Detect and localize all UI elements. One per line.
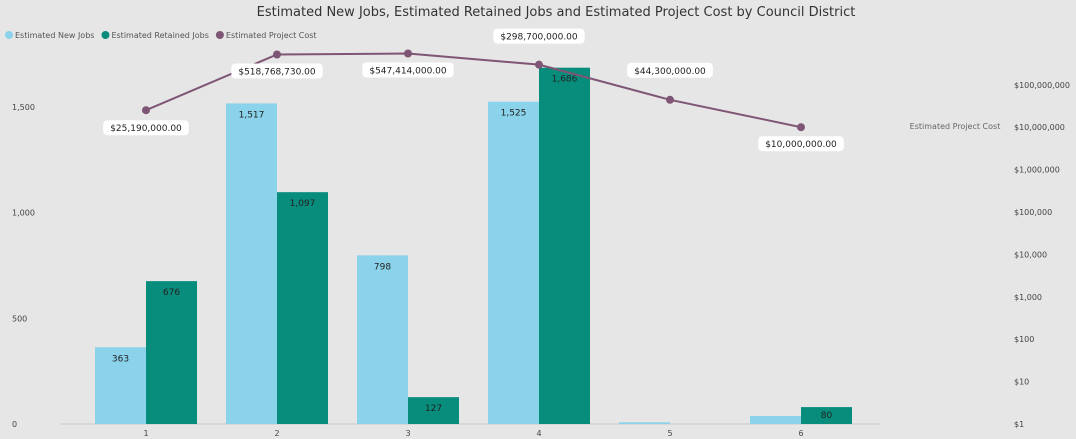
cost-point-4[interactable] bbox=[535, 60, 543, 69]
right-tick-label: $1,000,000 bbox=[1014, 166, 1060, 175]
chart-title: Estimated New Jobs, Estimated Retained J… bbox=[257, 5, 856, 20]
right-tick-label: $10 bbox=[1014, 378, 1029, 387]
right-tick-label: $100,000 bbox=[1014, 208, 1052, 217]
left-tick-label: 1,500 bbox=[12, 103, 35, 112]
right-tick-label: $10,000,000 bbox=[1014, 123, 1065, 132]
left-tick-label: 1,000 bbox=[12, 209, 35, 218]
right-axis-title: Estimated Project Cost bbox=[910, 122, 1001, 131]
x-tick-label: 2 bbox=[274, 429, 279, 438]
bar-value-label: 1,097 bbox=[290, 199, 316, 209]
cost-label-2: $518,768,730.00 bbox=[231, 63, 323, 79]
bar-value-label: 1,525 bbox=[501, 109, 527, 119]
bar-value-label: 1,517 bbox=[239, 110, 265, 120]
cost-label-text: $298,700,000.00 bbox=[500, 33, 578, 43]
bar-retained-jobs-4[interactable] bbox=[539, 67, 590, 424]
cost-label-text: $44,300,000.00 bbox=[634, 67, 706, 77]
cost-label-6: $10,000,000.00 bbox=[758, 136, 844, 152]
legend-swatch-3 bbox=[215, 31, 224, 39]
x-tick-label: 4 bbox=[536, 429, 541, 438]
bar-new-jobs-3[interactable] bbox=[357, 255, 408, 424]
bar-value-label: 676 bbox=[163, 288, 180, 298]
left-tick-label: 500 bbox=[12, 314, 27, 323]
legend-swatch-2 bbox=[101, 31, 110, 39]
right-tick-label: $100,000,000 bbox=[1014, 81, 1070, 90]
right-axis: $1 $10 $100 $1,000 $10,000 $100,000 $1,000,000… bbox=[1014, 81, 1070, 429]
left-axis: 0 500 1,000 1,500 bbox=[12, 103, 35, 429]
x-tick-label: 3 bbox=[405, 429, 410, 438]
cost-label-text: $10,000,000.00 bbox=[765, 140, 837, 150]
cost-point-2[interactable] bbox=[273, 50, 281, 59]
bar-retained-jobs-1[interactable] bbox=[146, 281, 197, 424]
cost-label-4: $298,700,000.00 bbox=[493, 28, 585, 44]
cost-label-box bbox=[362, 62, 454, 78]
right-tick-label: $1 bbox=[1014, 420, 1024, 429]
bar-new-jobs-5[interactable] bbox=[619, 422, 670, 424]
bar-new-jobs-4[interactable] bbox=[488, 101, 539, 424]
cost-point-5[interactable] bbox=[666, 95, 674, 104]
cost-label-box bbox=[493, 28, 585, 44]
x-tick-label: 5 bbox=[667, 429, 672, 438]
bar-value-label: 1,686 bbox=[552, 75, 578, 85]
bar-retained-jobs-3[interactable] bbox=[408, 397, 459, 424]
bar-labels: 363 1,517 798 1,525 676 1,097 127 1,686 80 bbox=[112, 75, 833, 421]
legend: Estimated New Jobs Estimated Retained Job… bbox=[5, 31, 317, 40]
bar-retained-jobs-2[interactable] bbox=[277, 192, 328, 424]
right-tick-label: $100 bbox=[1014, 335, 1034, 344]
cost-label-1: $25,190,000.00 bbox=[103, 120, 189, 136]
cost-labels: $25,190,000.00 $518,768,730.00 $547,414,00… bbox=[103, 28, 844, 152]
cost-point-6[interactable] bbox=[797, 123, 805, 132]
left-tick-label: 0 bbox=[12, 420, 17, 429]
bar-value-label: 798 bbox=[374, 262, 391, 272]
legend-swatch-1 bbox=[5, 31, 13, 39]
bar-value-label: 127 bbox=[425, 404, 442, 414]
cost-point-3[interactable] bbox=[404, 49, 412, 58]
cost-label-box bbox=[627, 62, 713, 78]
legend-label-2: Estimated Retained Jobs bbox=[111, 31, 208, 40]
cost-label-box bbox=[758, 136, 844, 152]
cost-label-text: $25,190,000.00 bbox=[110, 124, 182, 134]
bar-new-jobs-6[interactable] bbox=[750, 415, 801, 424]
cost-label-text: $518,768,730.00 bbox=[238, 67, 316, 77]
legend-label-3: Estimated Project Cost bbox=[226, 31, 317, 40]
bar-value-label: 363 bbox=[112, 354, 129, 364]
cost-label-box bbox=[231, 63, 323, 79]
x-axis: 1 2 3 4 5 6 bbox=[143, 429, 803, 438]
bars bbox=[95, 67, 852, 424]
bar-new-jobs-1[interactable] bbox=[95, 347, 146, 424]
legend-label-1: Estimated New Jobs bbox=[15, 31, 94, 40]
cost-label-3: $547,414,000.00 bbox=[362, 62, 454, 78]
x-tick-label: 6 bbox=[798, 429, 803, 438]
x-tick-label: 1 bbox=[143, 429, 148, 438]
right-tick-label: $10,000 bbox=[1014, 250, 1047, 259]
bar-new-jobs-2[interactable] bbox=[226, 103, 277, 424]
bar-retained-jobs-6[interactable] bbox=[801, 407, 852, 424]
cost-label-5: $44,300,000.00 bbox=[627, 62, 713, 78]
cost-label-text: $547,414,000.00 bbox=[369, 66, 447, 76]
cost-point-1[interactable] bbox=[142, 106, 150, 115]
right-tick-label: $1,000 bbox=[1014, 293, 1042, 302]
cost-label-box bbox=[103, 120, 189, 136]
bar-value-label: 80 bbox=[821, 411, 833, 421]
